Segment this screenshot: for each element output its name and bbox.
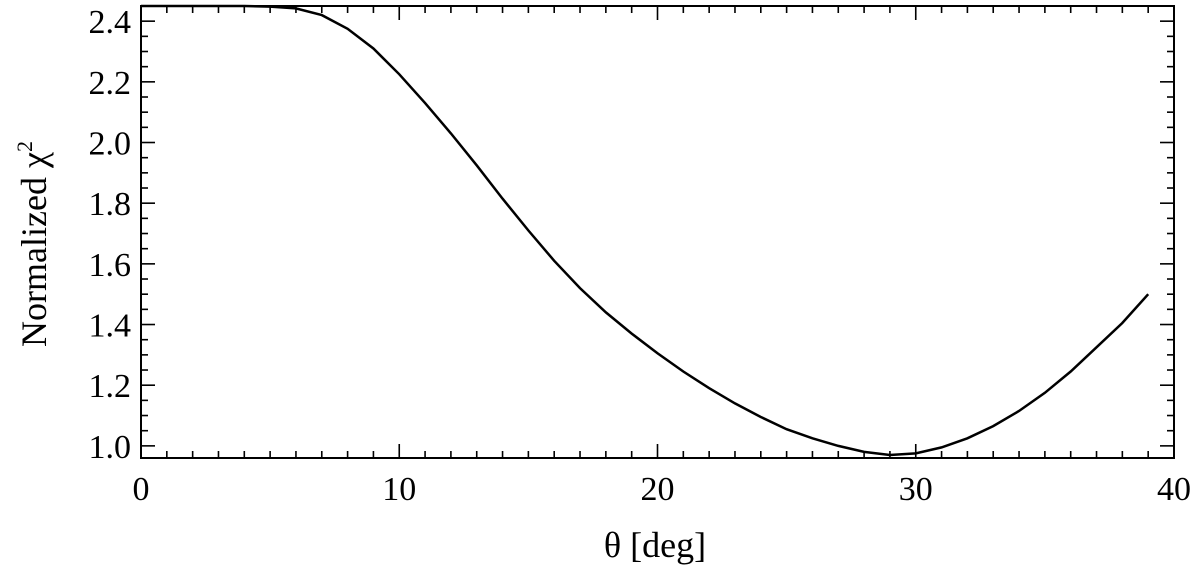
y-tick-label: 1.8 — [89, 186, 132, 223]
chi2-curve — [141, 4, 1150, 457]
y-tick-label: 2.2 — [89, 65, 132, 102]
x-tick-label: 40 — [1157, 471, 1191, 508]
y-tick-label: 1.4 — [89, 308, 132, 345]
axis-ticks — [140, 5, 1175, 458]
y-tick-label: 2.0 — [89, 126, 132, 163]
x-tick-label: 20 — [641, 471, 675, 508]
axis-tick-labels: 0 10 20 30 40 1.0 1.2 1.4 1.6 1.8 2.0 2.2 2.4 — [89, 4, 1192, 508]
y-tick-label: 1.6 — [89, 247, 132, 284]
y-tick-label: 1.2 — [89, 368, 132, 405]
y-axis-title-text: Normalized χ — [14, 152, 54, 347]
x-axis-title: θ [deg] — [604, 525, 706, 565]
svg-text:Normalized χ2: Normalized χ2 — [12, 141, 54, 347]
x-tick-label: 0 — [133, 471, 150, 508]
y-tick-label: 2.4 — [89, 4, 132, 41]
x-tick-label: 30 — [899, 471, 933, 508]
plot-frame — [140, 5, 1175, 459]
y-axis-title-superscript: 2 — [12, 141, 37, 152]
y-tick-label: 1.0 — [89, 429, 132, 466]
x-tick-label: 10 — [382, 471, 416, 508]
y-axis-title: Normalized χ2 — [12, 141, 54, 347]
